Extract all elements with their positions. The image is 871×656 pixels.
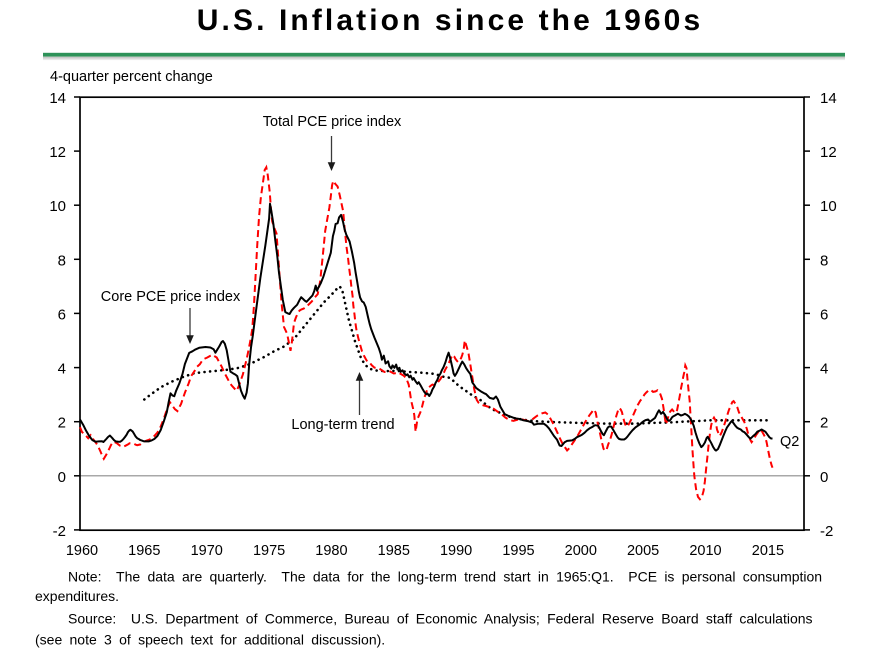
svg-text:-2: -2	[53, 523, 66, 540]
svg-text:2010: 2010	[689, 543, 721, 559]
svg-text:Core PCE price index: Core PCE price index	[101, 289, 241, 305]
svg-text:1975: 1975	[253, 543, 285, 559]
svg-text:4: 4	[58, 361, 66, 378]
svg-text:6: 6	[820, 306, 828, 323]
svg-text:12: 12	[820, 144, 837, 161]
svg-text:expenditures.: expenditures.	[35, 588, 119, 604]
svg-text:10: 10	[820, 198, 837, 215]
svg-text:2: 2	[58, 415, 66, 432]
svg-text:14: 14	[49, 90, 66, 107]
svg-text:0: 0	[820, 469, 828, 486]
svg-text:1970: 1970	[191, 543, 223, 559]
svg-text:0: 0	[58, 469, 66, 486]
svg-text:8: 8	[58, 252, 66, 269]
svg-text:14: 14	[820, 90, 837, 107]
svg-text:(see note 3 of speech text for: (see note 3 of speech text for additiona…	[35, 632, 385, 648]
svg-text:2005: 2005	[627, 543, 659, 559]
svg-text:Source: U.S. Department of Co: Source: U.S. Department of Commerce, Bur…	[68, 611, 813, 627]
svg-text:1980: 1980	[315, 543, 347, 559]
svg-text:1960: 1960	[66, 543, 98, 559]
svg-text:4-quarter percent change: 4-quarter percent change	[50, 69, 213, 85]
svg-text:2: 2	[820, 415, 828, 432]
svg-text:U.S. Inflation since the 1960s: U.S. Inflation since the 1960s	[197, 4, 703, 37]
svg-text:1990: 1990	[440, 543, 472, 559]
svg-text:8: 8	[820, 252, 828, 269]
svg-text:2000: 2000	[565, 543, 597, 559]
svg-text:-2: -2	[820, 523, 833, 540]
svg-text:Note: The data are quarterly.: Note: The data are quarterly. The data f…	[68, 569, 822, 585]
svg-text:Long-term trend: Long-term trend	[291, 417, 394, 433]
svg-text:4: 4	[820, 361, 828, 378]
svg-text:Q2: Q2	[780, 434, 799, 450]
svg-text:1985: 1985	[378, 543, 410, 559]
svg-text:1965: 1965	[128, 543, 160, 559]
svg-text:1995: 1995	[502, 543, 534, 559]
svg-text:6: 6	[58, 306, 66, 323]
svg-text:12: 12	[49, 144, 66, 161]
svg-text:Total PCE price index: Total PCE price index	[263, 114, 402, 130]
svg-text:10: 10	[49, 198, 66, 215]
svg-text:2015: 2015	[752, 543, 784, 559]
